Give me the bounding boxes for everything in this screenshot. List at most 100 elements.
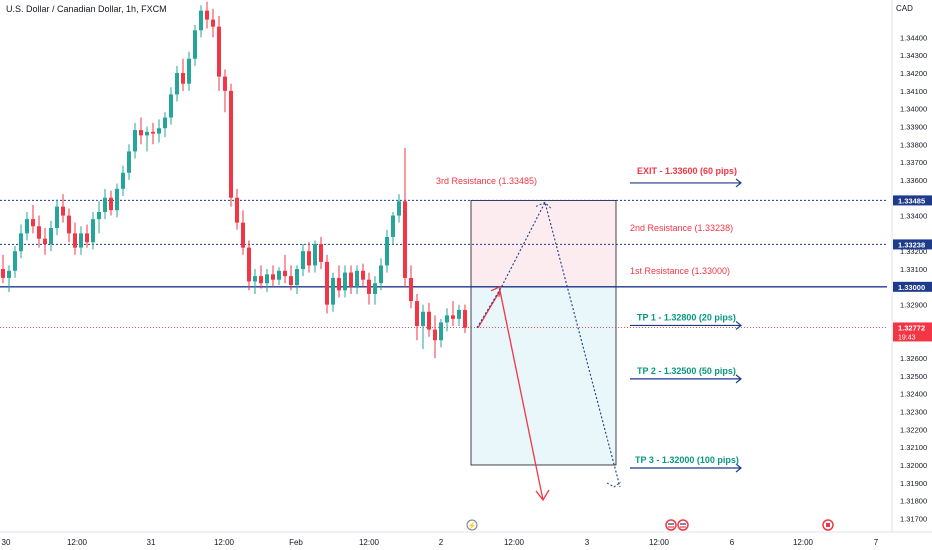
y-tick-21: 1.31800 <box>900 497 927 506</box>
candle-body <box>415 301 419 327</box>
price-axis[interactable]: 1.34400 1.34300 1.34200 1.34100 1.34000 1.339… <box>891 0 932 532</box>
candle-body <box>1 269 5 278</box>
candle-body <box>7 270 11 278</box>
resistance-1-label: 1st Resistance (1.33000) <box>630 266 730 276</box>
candle-body <box>421 311 425 327</box>
x-tick-1: 12:00 <box>67 538 88 547</box>
candle-body <box>133 130 137 152</box>
candle-body <box>103 197 107 212</box>
x-tick-9: 12:00 <box>649 538 670 547</box>
candle-body <box>109 197 113 211</box>
candle-body <box>25 219 29 234</box>
y-tick-9: 1.33400 <box>900 212 927 221</box>
x-tick-10: 6 <box>730 538 735 547</box>
tp-arrow-3-head <box>735 463 742 473</box>
candle-body <box>79 233 83 248</box>
resistance-zone <box>470 200 617 288</box>
tp-arrow-1-head <box>735 320 742 330</box>
candle-body <box>43 238 47 245</box>
candle-body <box>139 130 143 136</box>
x-tick-6: 2 <box>439 538 444 547</box>
price-tag-text-0: 1.33485 <box>898 197 925 206</box>
candle-body <box>61 206 65 216</box>
price-tag-text-2: 1.33000 <box>898 283 925 292</box>
candle-body <box>289 276 293 286</box>
candle-body <box>19 233 23 252</box>
lightning-icon <box>466 519 478 531</box>
y-tick-5: 1.33900 <box>900 122 927 131</box>
canada-flag-leaf <box>826 523 830 527</box>
x-tick-7: 12:00 <box>504 538 525 547</box>
exit-label: EXIT - 1.33600 (60 pips) <box>637 166 737 176</box>
chart-title: U.S. Dollar / Canadian Dollar, 1h, FXCM <box>6 4 167 14</box>
candle-body <box>217 26 221 77</box>
y-tick-2: 1.34200 <box>900 69 927 78</box>
y-tick-13: 1.32600 <box>900 354 927 363</box>
candle-body <box>229 90 233 198</box>
candle-body <box>337 277 341 291</box>
candle-body <box>31 219 35 227</box>
y-tick-10: 1.33200 <box>900 247 927 256</box>
y-tick-17: 1.32200 <box>900 425 927 434</box>
candle-body <box>379 265 383 284</box>
candle-body <box>241 222 245 248</box>
candle-body <box>49 228 53 245</box>
candle-body <box>37 226 41 239</box>
currency-label: CAD <box>896 4 913 13</box>
candle-body <box>397 201 401 216</box>
candle-body <box>343 272 347 291</box>
candle-body <box>163 117 167 129</box>
candle-body <box>235 197 239 223</box>
candle-body <box>403 201 407 278</box>
candle-body <box>265 274 269 284</box>
y-tick-16: 1.32300 <box>900 408 927 417</box>
y-tick-4: 1.34000 <box>900 105 927 114</box>
candle-body <box>55 206 59 229</box>
candle-body <box>433 329 437 341</box>
x-tick-2: 31 <box>147 538 156 547</box>
projection-paths <box>476 178 742 502</box>
bearish-path-arrow-up <box>490 285 501 297</box>
y-tick-3: 1.34100 <box>900 87 927 96</box>
trade-zones <box>470 200 617 466</box>
candle-body <box>157 128 161 134</box>
bearish-path-arrow-down <box>535 489 550 502</box>
time-axis[interactable]: 30 12:00 31 12:00 Feb 12:00 2 12:00 3 12:00 6 12:00… <box>0 519 932 547</box>
candle-body <box>283 270 287 277</box>
target-zone <box>470 286 617 466</box>
candle-body <box>247 247 251 282</box>
x-tick-12: 7 <box>874 538 879 547</box>
candle-body <box>325 261 329 305</box>
y-tick-8: 1.33600 <box>900 176 927 185</box>
candle-body <box>115 188 119 211</box>
candle-body <box>151 131 155 134</box>
current-price-tag <box>893 322 932 342</box>
candle-body <box>373 283 377 294</box>
candle-body <box>271 274 275 280</box>
price-tag-text-1: 1.33238 <box>898 241 925 250</box>
x-tick-3: 12:00 <box>214 538 235 547</box>
candle-body <box>13 251 17 271</box>
candle-body <box>361 270 365 280</box>
candle-body <box>145 131 149 136</box>
candle-body <box>259 276 263 284</box>
y-tick-14: 1.32500 <box>900 372 927 381</box>
y-tick-7: 1.33700 <box>900 158 927 167</box>
candle-body <box>463 309 467 328</box>
y-tick-0: 1.34400 <box>900 33 927 42</box>
alt-path-arrow-up <box>535 201 552 209</box>
price-tag-1 <box>893 239 932 250</box>
candle-body <box>91 219 95 243</box>
tp-label-3: TP 3 - 1.32000 (100 pips) <box>635 455 739 465</box>
us-flag-icon <box>665 519 677 531</box>
candle-body <box>409 277 413 302</box>
y-tick-18: 1.32100 <box>900 443 927 452</box>
candle-body <box>349 272 353 287</box>
resistance-3-label: 3rd Resistance (1.33485) <box>436 176 537 186</box>
alt-path <box>476 200 621 488</box>
candle-body <box>181 73 185 84</box>
candle-body <box>169 94 173 118</box>
candle-body <box>127 151 131 173</box>
candle-body <box>199 10 203 31</box>
